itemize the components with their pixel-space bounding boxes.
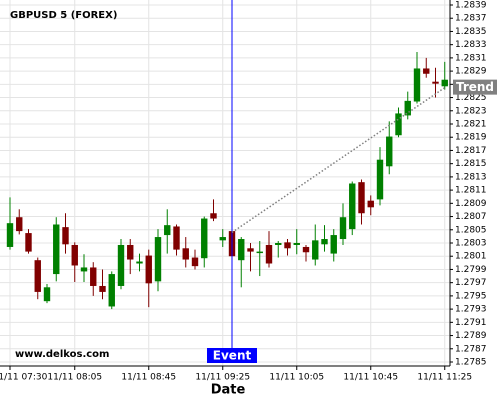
y-tick-label: 1.2809	[455, 199, 487, 209]
x-tick-label: 11/11 08:05	[47, 373, 102, 383]
candle-body	[247, 248, 254, 252]
y-tick-label: 1.2813	[455, 172, 487, 182]
candle-body	[349, 183, 356, 230]
candle-body	[154, 237, 162, 282]
event-label-box	[207, 348, 257, 363]
candle-body	[219, 237, 226, 241]
x-axis-label: Date	[211, 383, 246, 398]
candle-body	[395, 113, 402, 136]
candle-body	[164, 225, 171, 236]
y-tick-label: 1.2807	[455, 212, 487, 222]
candle-body	[117, 244, 125, 286]
candle-body	[376, 159, 384, 200]
y-tick-label: 1.2833	[455, 40, 487, 50]
y-tick-label: 1.2785	[455, 358, 487, 368]
y-tick-label: 1.2799	[455, 265, 487, 275]
candle-body	[413, 68, 421, 102]
candle-body	[339, 217, 347, 240]
y-tick-label: 1.2823	[455, 106, 487, 116]
candle-body	[127, 244, 134, 260]
candle-body	[43, 287, 51, 302]
event-label: Event	[213, 349, 252, 363]
y-tick-label: 1.2817	[455, 146, 487, 156]
y-tick-label: 1.2791	[455, 318, 487, 328]
candle-body	[358, 182, 365, 214]
candle-body	[108, 274, 115, 307]
watermark: www.delkos.com	[15, 349, 109, 360]
candle-body	[210, 213, 217, 219]
y-tick-label: 1.2797	[455, 278, 487, 288]
y-tick-label: 1.2825	[455, 93, 487, 103]
trend-line	[231, 87, 446, 234]
y-tick-label: 1.2821	[455, 120, 487, 130]
candle-body	[80, 267, 88, 272]
chart-title: GBPUSD 5 (FOREX)	[10, 10, 117, 21]
candle-body	[99, 285, 106, 292]
candle-body	[136, 261, 143, 264]
candle-body	[238, 239, 245, 261]
candle-body	[432, 81, 439, 84]
y-tick-label: 1.2819	[455, 133, 487, 143]
candle-body	[62, 227, 69, 245]
x-tick-label: 11/11 08:45	[121, 373, 176, 383]
x-tick-label: 11/11 10:05	[269, 373, 324, 383]
y-tick-label: 1.2839	[455, 1, 487, 11]
candle-body	[423, 68, 430, 74]
y-tick-label: 1.2811	[455, 186, 487, 196]
candle-body	[404, 100, 411, 116]
candle-body	[173, 226, 180, 250]
y-tick-label: 1.2803	[455, 239, 487, 249]
candle-body	[330, 235, 337, 254]
candle-body	[256, 251, 263, 254]
candle-body	[25, 233, 32, 252]
candle-body	[441, 79, 448, 87]
y-tick-label: 1.2789	[455, 331, 487, 341]
candle-body	[6, 223, 14, 247]
candle-body	[275, 243, 282, 245]
candle-body	[16, 217, 23, 232]
candle-body	[386, 136, 393, 167]
candle-body	[53, 224, 60, 275]
candle-body	[265, 244, 273, 264]
trend-label-box	[453, 79, 497, 95]
y-tick-label: 1.2801	[455, 252, 487, 262]
candle-body	[302, 246, 310, 253]
candle-body	[321, 239, 328, 245]
y-tick-label: 1.2835	[455, 27, 487, 37]
candle-body	[71, 244, 78, 266]
candle-body	[312, 240, 319, 260]
candle-body	[367, 200, 374, 208]
candle-body	[182, 248, 189, 260]
candle-body	[90, 267, 97, 286]
trend-label: Trend	[456, 80, 494, 94]
y-tick-label: 1.2829	[455, 67, 487, 77]
x-tick-label: 11/11 07:30	[0, 373, 48, 383]
x-tick-label: 11/11 09:25	[195, 373, 250, 383]
candle-body	[145, 255, 152, 284]
y-tick-label: 1.2837	[455, 14, 487, 24]
y-tick-label: 1.2815	[455, 159, 487, 169]
y-tick-label: 1.2787	[455, 344, 487, 354]
y-tick-label: 1.2805	[455, 225, 487, 235]
x-tick-label: 11/11 10:45	[343, 373, 398, 383]
y-tick-label: 1.2793	[455, 305, 487, 315]
candle-body	[284, 242, 291, 249]
candle-body	[293, 243, 300, 245]
candle-body	[201, 218, 208, 259]
x-tick-label: 11/11 11:25	[417, 373, 472, 383]
y-tick-label: 1.2831	[455, 53, 487, 63]
y-tick-label: 1.2795	[455, 291, 487, 301]
candle-body	[34, 260, 41, 292]
candle-body	[191, 257, 199, 267]
